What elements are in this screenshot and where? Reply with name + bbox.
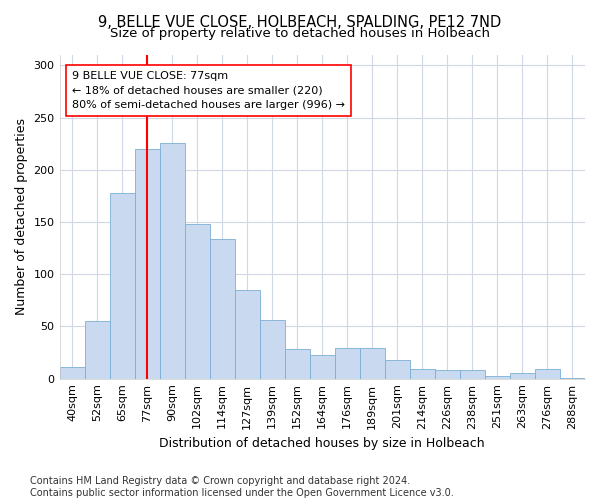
Bar (59, 367, 85, 378)
Text: 9 BELLE VUE CLOSE: 77sqm
← 18% of detached houses are smaller (220)
80% of semi-: 9 BELLE VUE CLOSE: 77sqm ← 18% of detach… (72, 70, 345, 110)
Bar (360, 348, 385, 378)
Bar (209, 239, 235, 378)
Y-axis label: Number of detached properties: Number of detached properties (15, 118, 28, 316)
Bar (85, 322, 110, 378)
Bar (510, 374, 535, 378)
Bar (485, 376, 510, 378)
Bar (185, 224, 209, 378)
Bar (435, 370, 460, 378)
Bar (235, 290, 260, 378)
X-axis label: Distribution of detached houses by size in Holbeach: Distribution of detached houses by size … (160, 437, 485, 450)
Text: Size of property relative to detached houses in Holbeach: Size of property relative to detached ho… (110, 28, 490, 40)
Bar (310, 354, 335, 378)
Bar (285, 350, 310, 378)
Bar (160, 142, 185, 378)
Bar (335, 348, 360, 378)
Bar (260, 320, 285, 378)
Text: Contains HM Land Registry data © Crown copyright and database right 2024.
Contai: Contains HM Land Registry data © Crown c… (30, 476, 454, 498)
Bar (535, 370, 560, 378)
Bar (410, 370, 435, 378)
Bar (385, 360, 410, 378)
Bar (460, 370, 485, 378)
Bar (110, 193, 134, 378)
Bar (134, 149, 160, 378)
Text: 9, BELLE VUE CLOSE, HOLBEACH, SPALDING, PE12 7ND: 9, BELLE VUE CLOSE, HOLBEACH, SPALDING, … (98, 15, 502, 30)
